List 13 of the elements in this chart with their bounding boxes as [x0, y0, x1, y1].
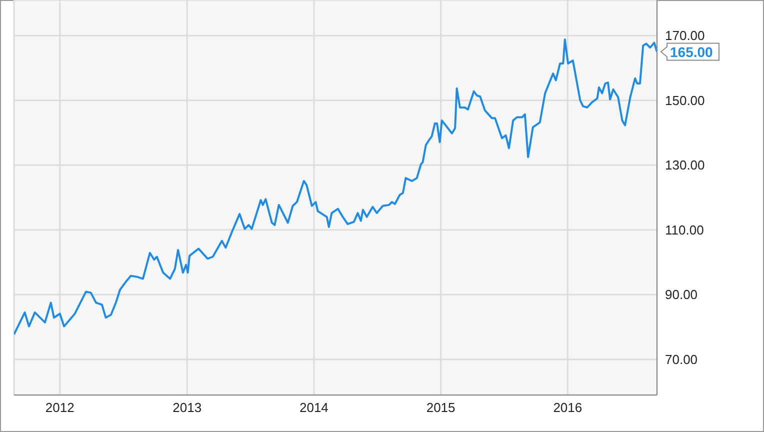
x-tick-label: 2016: [553, 400, 582, 416]
y-tick-label: 170.00: [665, 28, 705, 44]
y-tick-label: 150.00: [665, 92, 705, 108]
y-tick-label: 110.00: [665, 222, 704, 238]
line-series: [14, 38, 657, 336]
x-tick-label: 2014: [299, 400, 328, 416]
x-tick-label: 2012: [45, 400, 74, 416]
y-tick-label: 70.00: [665, 352, 698, 367]
y-tick-label: 130.00: [665, 158, 705, 173]
x-tick-label: 2013: [172, 400, 202, 416]
y-tick-label: 90.00: [665, 287, 698, 302]
x-tick-label: 2015: [426, 400, 456, 416]
annotation: 165.00: [670, 44, 714, 60]
